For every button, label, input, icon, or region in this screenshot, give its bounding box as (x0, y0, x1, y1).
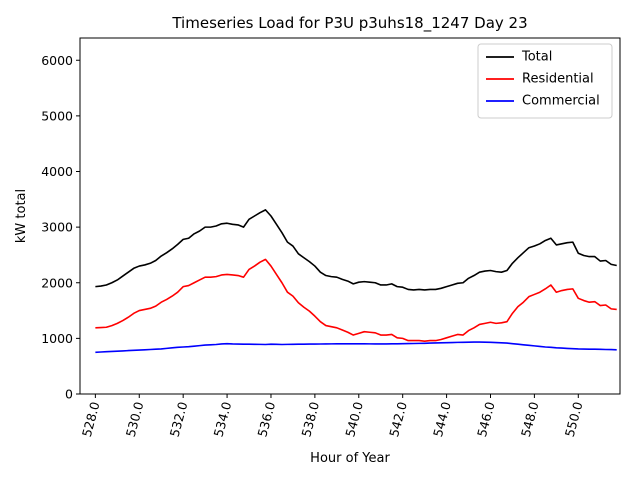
legend-label-total: Total (521, 50, 552, 65)
x-tick-label: 538.0 (298, 400, 322, 438)
y-tick-label: 6000 (41, 53, 73, 68)
x-tick-label: 548.0 (518, 400, 542, 438)
x-tick-label: 530.0 (123, 400, 147, 438)
y-axis-ticks: 0 1000 2000 3000 4000 5000 6000 (41, 53, 80, 402)
x-tick-label: 534.0 (211, 400, 235, 438)
series-line-commercial (95, 341, 617, 354)
plot-frame (79, 37, 621, 395)
y-tick-label: 1000 (41, 331, 73, 346)
x-tick-label: 544.0 (430, 400, 454, 438)
legend-label-residential: Residential (522, 72, 594, 87)
legend: Total Residential Commercial (477, 43, 613, 119)
y-tick-label: 5000 (41, 108, 73, 123)
x-tick-label: 532.0 (167, 400, 191, 438)
x-tick-label: 540.0 (342, 400, 366, 438)
x-tick-label: 550.0 (562, 400, 586, 438)
x-axis-title: Hour of Year (310, 451, 390, 466)
x-tick-label: 528.0 (79, 400, 103, 438)
series-line-total (95, 209, 617, 291)
y-tick-label: 0 (65, 387, 73, 402)
legend-box (477, 43, 613, 119)
legend-label-commercial: Commercial (522, 94, 600, 109)
x-tick-label: 536.0 (254, 400, 278, 438)
x-tick-label: 542.0 (386, 400, 410, 438)
y-tick-label: 2000 (41, 275, 73, 290)
x-axis-ticks: 528.0 530.0 532.0 534.0 536.0 538.0 540.0 542.0… (79, 394, 586, 439)
y-tick-label: 3000 (41, 220, 73, 235)
chart-title: Timeseries Load for P3U p3uhs18_1247 Day… (171, 14, 527, 33)
x-tick-label: 546.0 (474, 400, 498, 438)
y-axis-title: kW total (14, 189, 29, 243)
series-line-residential (95, 258, 617, 342)
y-tick-label: 4000 (41, 164, 73, 179)
series-layer (95, 209, 617, 354)
